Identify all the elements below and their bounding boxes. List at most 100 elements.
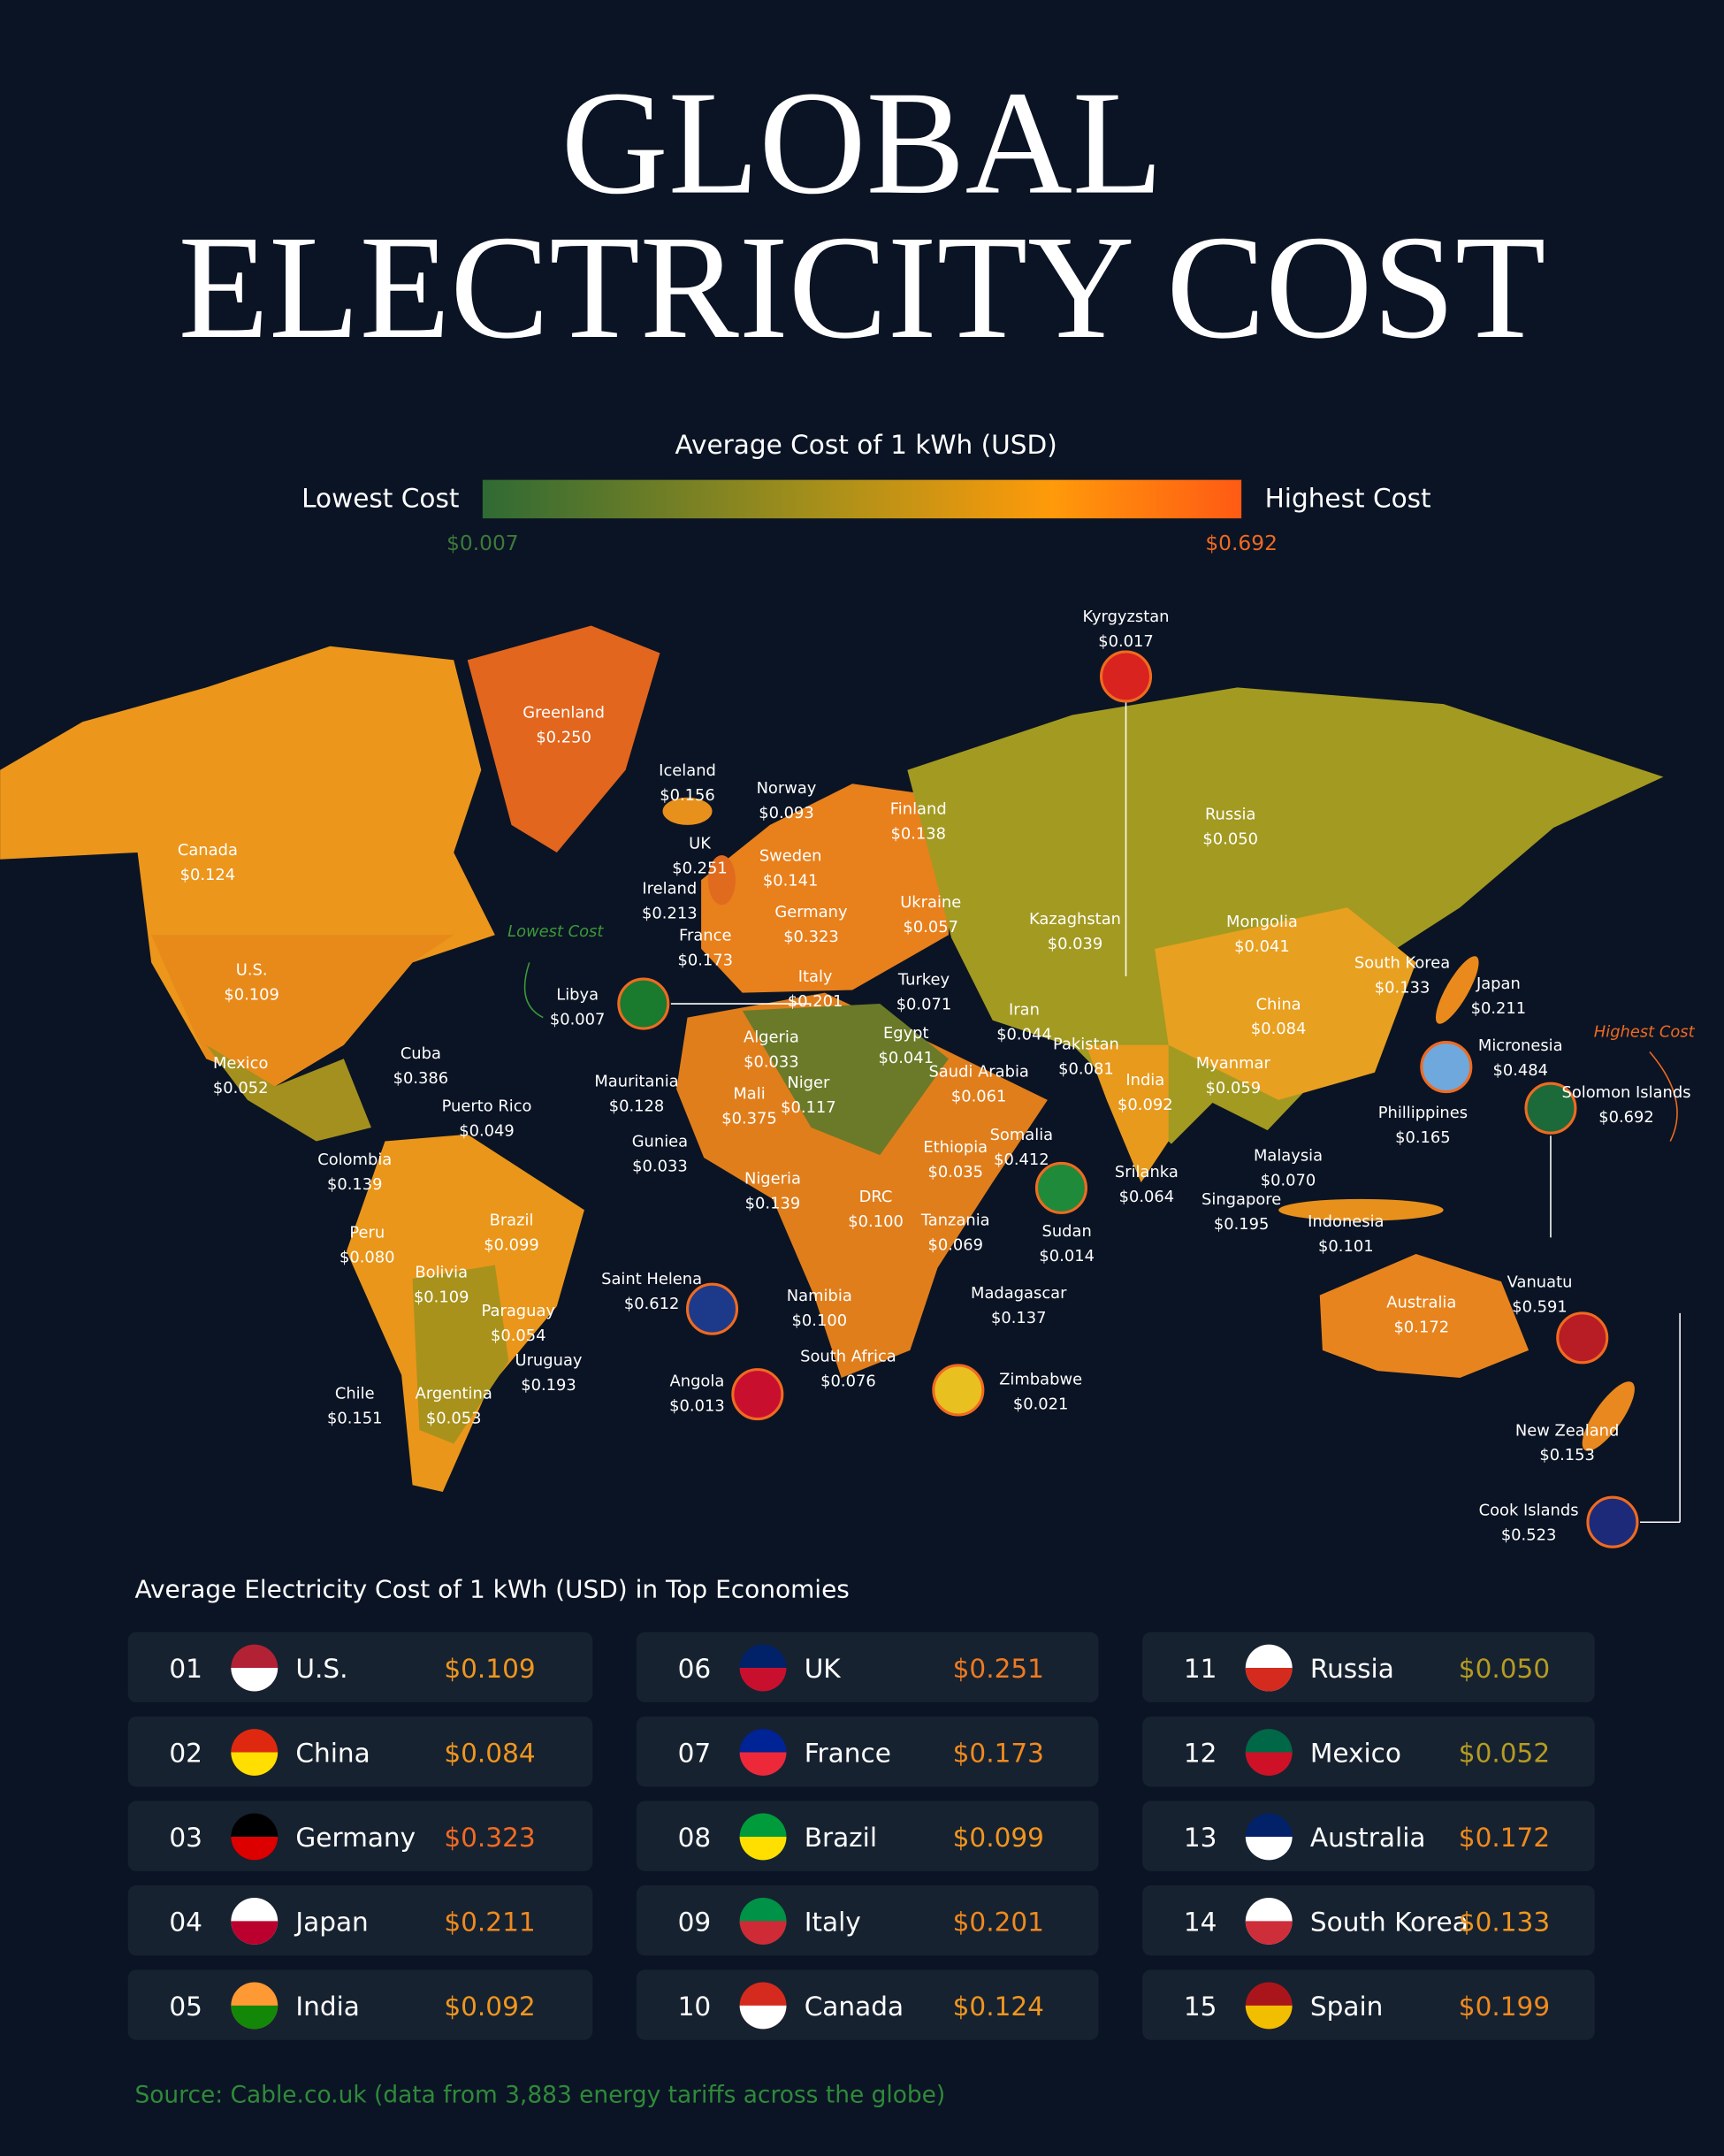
- country-name: Colombia: [317, 1151, 392, 1169]
- country-name: Niger: [787, 1074, 830, 1092]
- flag-detail: [231, 1668, 278, 1692]
- rank: 01: [169, 1654, 202, 1684]
- country-cost: $0.033: [632, 1158, 688, 1176]
- country: Russia: [1310, 1654, 1394, 1684]
- country-name: Micronesia: [1478, 1036, 1563, 1055]
- country-name: Argentina: [416, 1384, 492, 1403]
- country-cost: $0.612: [624, 1295, 680, 1313]
- country-cost: $0.041: [878, 1049, 934, 1067]
- country-name: Finland: [890, 799, 947, 818]
- uk-island: [707, 855, 736, 906]
- country-name: Singapore: [1201, 1190, 1281, 1209]
- cost: $0.050: [1459, 1654, 1550, 1684]
- country-name: Mali: [733, 1084, 765, 1103]
- country-name: Kyrgyzstan: [1083, 608, 1170, 626]
- country-cost: $0.137: [991, 1309, 1047, 1327]
- country-name: Uruguay: [515, 1351, 583, 1370]
- country-name: Sudan: [1042, 1222, 1092, 1241]
- cost: $0.211: [444, 1907, 535, 1937]
- country-cost: $0.101: [1318, 1237, 1374, 1256]
- country-cost: $0.007: [550, 1010, 606, 1028]
- country-cost: $0.139: [327, 1175, 383, 1194]
- legend-title: Average Cost of 1 kWh (USD): [675, 430, 1057, 460]
- country-cost: $0.375: [721, 1109, 777, 1128]
- country-name: France: [679, 927, 731, 945]
- callout-arrow: [1649, 1051, 1678, 1142]
- country-cost: $0.054: [491, 1326, 546, 1345]
- country-cost: $0.092: [1118, 1096, 1173, 1114]
- flag-detail: [739, 1921, 787, 1945]
- rank: 10: [678, 1992, 712, 2022]
- country-cost: $0.201: [788, 992, 843, 1011]
- rank: 03: [169, 1823, 202, 1853]
- country-name: Somalia: [990, 1126, 1054, 1144]
- country-cost: $0.081: [1058, 1059, 1114, 1078]
- flag-solomon-islands: [1524, 1082, 1577, 1135]
- country-cost: $0.172: [1394, 1319, 1450, 1337]
- country-cost: $0.070: [1261, 1171, 1316, 1189]
- country-name: UK: [689, 834, 712, 852]
- country-cost: $0.133: [1375, 979, 1430, 998]
- country: Canada: [805, 1992, 904, 2022]
- legend-low-label: Lowest Cost: [301, 484, 459, 514]
- flag-detail: [1245, 1836, 1293, 1861]
- country-cost: $0.139: [745, 1195, 801, 1213]
- country-name: Namibia: [787, 1287, 852, 1305]
- country-name: Angola: [670, 1372, 725, 1390]
- russia-asia: [907, 687, 1664, 1144]
- country-name: Phillippines: [1378, 1104, 1468, 1122]
- country: Italy: [805, 1907, 861, 1937]
- cost: $0.109: [444, 1654, 535, 1684]
- country-cost: $0.080: [339, 1248, 395, 1266]
- country-cost: $0.153: [1539, 1446, 1595, 1464]
- country-name: Ireland: [642, 880, 697, 898]
- japan-island: [1435, 956, 1479, 1024]
- rank: 06: [678, 1654, 712, 1684]
- flag-detail: [739, 2005, 787, 2030]
- country-name: Kazaghstan: [1029, 910, 1121, 929]
- flag-angola: [731, 1368, 784, 1421]
- cost: $0.092: [444, 1992, 535, 2022]
- legend-gradient: [482, 479, 1242, 519]
- australia: [1319, 1254, 1529, 1378]
- country-cost: $0.250: [536, 729, 591, 747]
- flag-detail: [1245, 2005, 1293, 2030]
- rank: 02: [169, 1738, 202, 1768]
- country-cost: $0.165: [1395, 1128, 1451, 1147]
- country-cost: $0.014: [1039, 1247, 1095, 1265]
- cost: $0.172: [1459, 1823, 1550, 1853]
- country-name: Vanuatu: [1507, 1273, 1573, 1291]
- country-cost: $0.071: [896, 995, 952, 1013]
- country-name: Mauritania: [594, 1072, 678, 1090]
- country-name: Japan: [1476, 975, 1521, 993]
- flag-vanuatu: [1556, 1311, 1609, 1365]
- country-cost: $0.076: [820, 1372, 876, 1390]
- country-name: Bolivia: [415, 1263, 468, 1281]
- country-name: Algeria: [744, 1028, 799, 1047]
- flag-detail: [231, 1921, 278, 1945]
- rank: 13: [1184, 1823, 1217, 1853]
- country-cost: $0.124: [180, 866, 236, 884]
- country-cost: $0.211: [1471, 999, 1527, 1018]
- country-cost: $0.041: [1234, 937, 1290, 956]
- rank: 15: [1184, 1992, 1217, 2022]
- highest-callout: Highest Cost: [1594, 1022, 1696, 1041]
- flag-sudan: [1034, 1161, 1087, 1214]
- country-name: South Africa: [800, 1347, 896, 1365]
- flag-detail: [739, 1836, 787, 1861]
- flag-detail: [739, 1752, 787, 1776]
- united-states: [151, 935, 454, 1087]
- country-name: Australia: [1386, 1294, 1456, 1312]
- country-cost: $0.591: [1512, 1297, 1568, 1316]
- flag-libya: [617, 977, 670, 1030]
- flag-detail: [231, 1836, 278, 1861]
- rank: 07: [678, 1738, 712, 1768]
- greenland: [467, 625, 660, 853]
- cost: $0.173: [953, 1738, 1044, 1768]
- flag-micronesia: [1420, 1041, 1473, 1094]
- country-name: New Zealand: [1515, 1421, 1619, 1440]
- country-name: Chile: [335, 1384, 375, 1403]
- country-cost: $0.251: [672, 859, 728, 877]
- country-cost: $0.061: [951, 1087, 1007, 1105]
